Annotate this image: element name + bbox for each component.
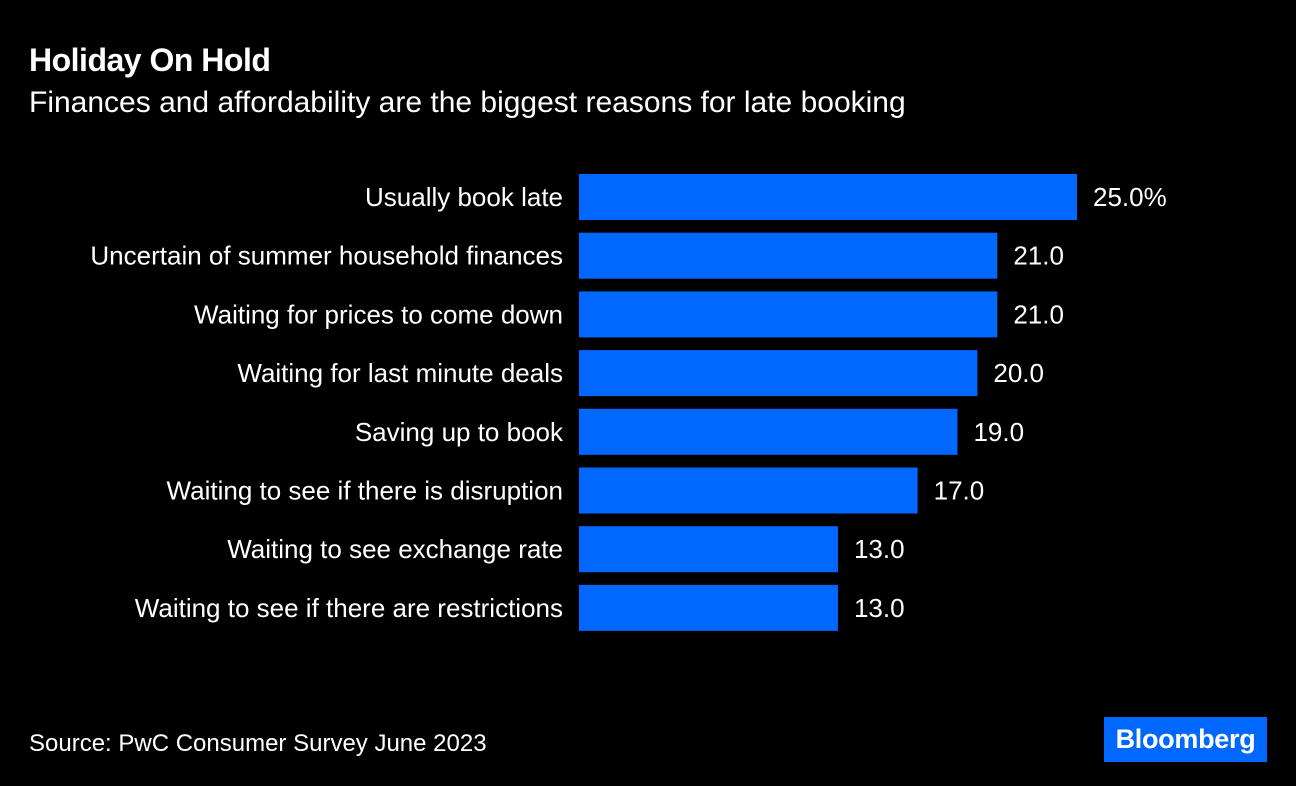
- category-label: Waiting for last minute deals: [237, 358, 563, 388]
- category-label: Waiting to see if there is disruption: [167, 476, 563, 506]
- category-label: Waiting for prices to come down: [194, 299, 563, 329]
- bar: [579, 232, 998, 279]
- value-label: 19.0: [973, 417, 1024, 447]
- bar: [579, 174, 1077, 220]
- bloomberg-logo: Bloomberg: [1104, 717, 1267, 762]
- value-label: 21.0: [1013, 299, 1064, 329]
- chart-title: Holiday On Hold: [29, 42, 271, 78]
- category-label: Waiting to see exchange rate: [227, 534, 563, 564]
- bar: [579, 291, 998, 338]
- value-label: 25.0%: [1093, 182, 1167, 212]
- bar: [579, 526, 838, 573]
- value-label: 13.0: [854, 534, 905, 564]
- bar: [579, 584, 838, 631]
- chart-subtitle: Finances and affordability are the bigge…: [29, 86, 906, 119]
- value-label: 13.0: [854, 593, 905, 623]
- category-label: Usually book late: [365, 182, 563, 212]
- category-label: Uncertain of summer household finances: [90, 241, 563, 271]
- bar: [579, 408, 958, 455]
- value-label: 21.0: [1013, 241, 1064, 271]
- value-label: 20.0: [993, 358, 1044, 388]
- bar: [579, 350, 978, 397]
- category-label: Saving up to book: [355, 417, 564, 447]
- category-label: Waiting to see if there are restrictions: [135, 593, 563, 623]
- source-note: Source: PwC Consumer Survey June 2023: [29, 730, 487, 757]
- bar: [579, 467, 918, 514]
- value-label: 17.0: [934, 476, 985, 506]
